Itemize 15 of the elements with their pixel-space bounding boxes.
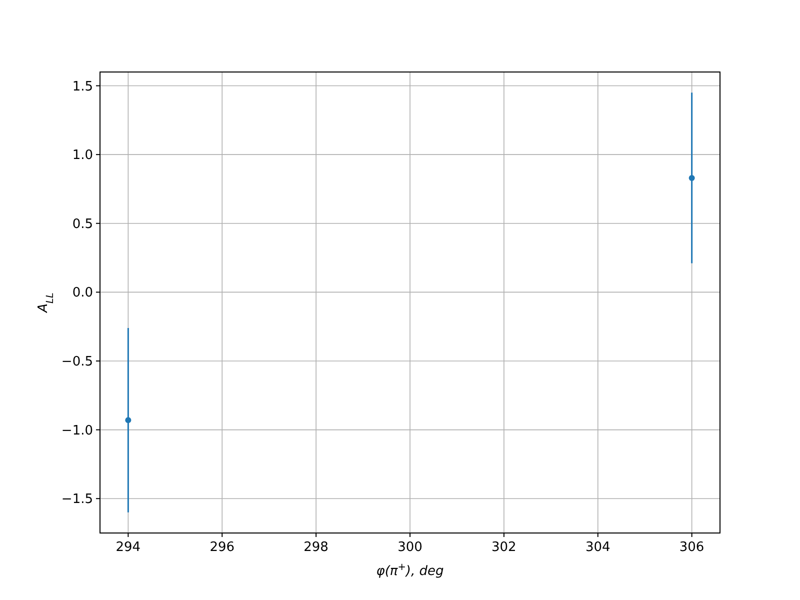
x-axis-title: φ(π$^{+}$), deg [376,562,444,579]
y-tick-label: −1.5 [61,492,93,508]
y-tick-label: 1.0 [72,148,93,164]
x-tick-label: 298 [304,540,328,555]
x-tick-label: 296 [210,540,235,555]
x-tick-label: 294 [116,540,141,555]
y-tick-label: −0.5 [61,354,93,370]
y-tick-label: 0.0 [72,286,93,301]
x-tick-label: 300 [398,540,422,555]
y-tick-label: 0.5 [72,216,93,232]
x-tick-label: 304 [585,540,610,555]
y-tick-label: 1.5 [72,79,93,94]
x-tick-label: 306 [679,540,704,555]
y-tick-label: −1.0 [61,423,93,438]
x-tick-label: 302 [492,540,516,555]
